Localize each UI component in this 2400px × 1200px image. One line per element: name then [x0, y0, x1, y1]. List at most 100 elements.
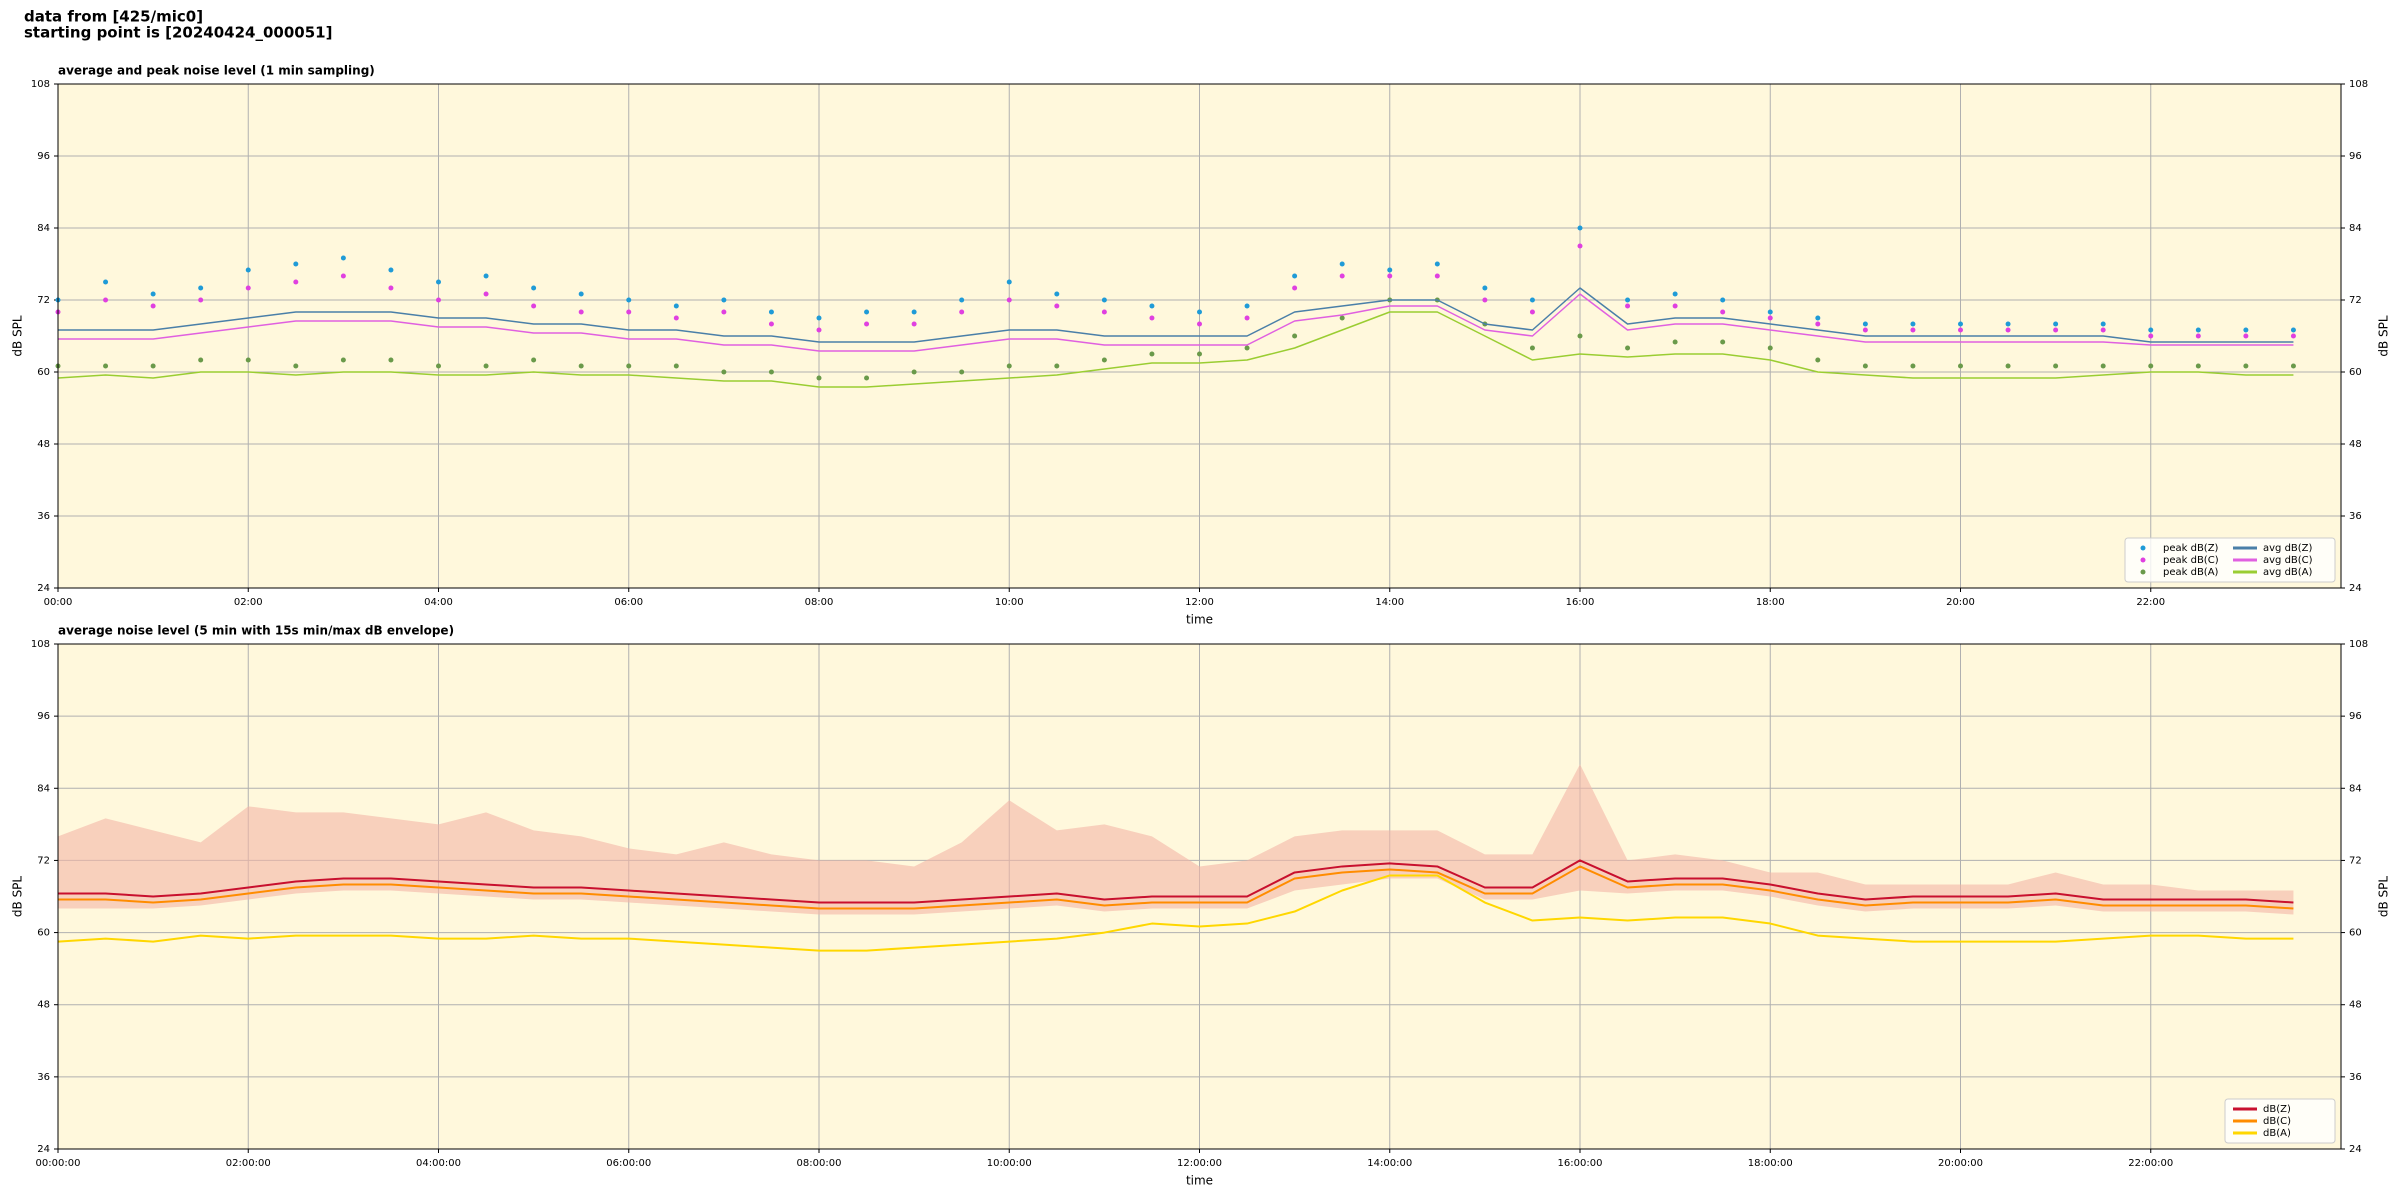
peak-dot	[578, 363, 584, 369]
peak-dot	[1577, 225, 1583, 231]
series-line	[58, 859, 2294, 904]
legend-swatch	[2140, 557, 2146, 563]
peak-dot	[1339, 261, 1345, 267]
x-tick-label: 06:00:00	[606, 1158, 651, 1169]
peak-dot	[721, 369, 727, 375]
peak-dot	[2290, 363, 2296, 369]
y-tick-label: 72	[37, 295, 50, 306]
peak-dot	[2053, 363, 2059, 369]
peak-dot	[1197, 351, 1202, 357]
peak-dot	[768, 309, 774, 315]
y-tick-label: 60	[2349, 367, 2362, 378]
peak-dot	[388, 285, 394, 291]
peak-dot	[1720, 339, 1726, 345]
y-tick-label: 24	[37, 583, 50, 594]
legend-label: avg dB(C)	[2263, 555, 2313, 566]
peak-dot	[959, 369, 965, 375]
peak-dot	[911, 309, 917, 315]
peak-dot	[2100, 363, 2106, 369]
peak-dot	[198, 297, 204, 303]
legend-swatch	[2140, 545, 2146, 551]
y-tick-label: 24	[2349, 1144, 2362, 1155]
peak-dot	[1054, 291, 1060, 297]
peak-dot	[1244, 303, 1250, 309]
y-axis-label: dB SPL	[11, 315, 25, 357]
x-tick-label: 14:00:00	[1367, 1158, 1412, 1169]
peak-dot	[1720, 297, 1726, 303]
peak-dot	[1149, 315, 1155, 321]
peak-dot	[2148, 333, 2154, 339]
peak-dot	[1292, 285, 1298, 291]
x-tick-label: 02:00	[234, 597, 263, 608]
peak-dot	[388, 267, 394, 273]
peak-dot	[436, 363, 441, 369]
x-tick-label: 02:00:00	[226, 1158, 271, 1169]
peak-dot	[721, 297, 727, 303]
peak-dot	[1292, 273, 1298, 279]
y-tick-label: 72	[2349, 855, 2362, 866]
peak-dot	[1910, 321, 1916, 327]
x-tick-label: 22:00:00	[2128, 1158, 2173, 1169]
series-line	[58, 865, 2294, 910]
y-tick-label: 72	[37, 855, 50, 866]
peak-dot	[436, 279, 441, 285]
y-tick-label: 96	[37, 151, 50, 162]
peak-dot	[959, 297, 965, 303]
legend-label: avg dB(Z)	[2263, 543, 2313, 554]
peak-dot	[1815, 357, 1821, 363]
x-tick-label: 10:00	[995, 597, 1024, 608]
series-line	[57, 874, 2294, 952]
peak-dot	[1672, 291, 1678, 297]
peak-dot	[2005, 327, 2011, 333]
y-tick-label: 36	[37, 1072, 50, 1083]
peak-dot	[1006, 279, 1012, 285]
x-tick-label: 10:00:00	[987, 1158, 1032, 1169]
peak-dot	[2290, 327, 2296, 333]
legend-label: dB(C)	[2263, 1116, 2291, 1127]
peak-dot	[2195, 327, 2201, 333]
peak-dot	[816, 327, 822, 333]
peak-dot	[2053, 321, 2059, 327]
peak-dot	[436, 297, 441, 303]
y-tick-label: 60	[37, 367, 50, 378]
x-tick-label: 12:00	[1185, 597, 1214, 608]
envelope-area	[58, 764, 2294, 915]
peak-dot	[1672, 339, 1678, 345]
peak-dot	[1529, 345, 1535, 351]
peak-dot	[1244, 345, 1250, 351]
y-tick-label: 96	[37, 711, 50, 722]
plot-frame	[57, 83, 2342, 589]
peak-dot	[1006, 363, 1012, 369]
peak-dot	[1958, 327, 1963, 333]
series-line	[58, 293, 2294, 352]
peak-dot	[816, 375, 822, 381]
x-tick-label: 00:00	[44, 597, 73, 608]
peak-dot	[150, 291, 156, 297]
peak-dot	[483, 273, 489, 279]
y-tick-label: 108	[31, 79, 50, 90]
legend-label: peak dB(A)	[2163, 567, 2219, 578]
peak-dot	[1197, 321, 1202, 327]
x-tick-label: 14:00	[1375, 597, 1404, 608]
peak-dot	[911, 321, 917, 327]
peak-dot	[578, 309, 584, 315]
peak-dot	[1767, 315, 1773, 321]
peak-dot	[1862, 327, 1868, 333]
y-tick-label: 60	[2349, 928, 2362, 939]
legend-swatch	[2140, 569, 2146, 575]
y-tick-label: 84	[37, 223, 50, 234]
peak-dot	[1529, 309, 1535, 315]
peak-dot	[2243, 363, 2249, 369]
peak-dot	[1815, 315, 1821, 321]
legend-label: avg dB(A)	[2263, 567, 2313, 578]
y-tick-label: 84	[37, 783, 50, 794]
y-tick-label: 60	[37, 928, 50, 939]
x-tick-label: 04:00:00	[416, 1158, 461, 1169]
peak-dot	[1101, 309, 1107, 315]
peak-dot	[578, 291, 584, 297]
peak-dot	[293, 363, 299, 369]
peak-dot	[388, 357, 394, 363]
peak-dot	[1720, 309, 1726, 315]
peak-dot	[1577, 243, 1583, 249]
peak-dot	[1054, 303, 1060, 309]
